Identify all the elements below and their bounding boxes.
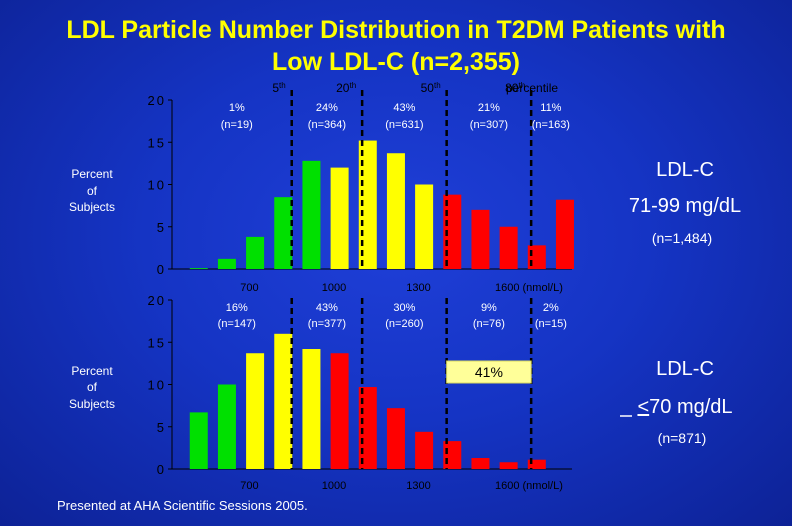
panel-1-segment-pct: 11% — [540, 102, 561, 114]
panel-2-y-axis-label: of — [87, 380, 98, 394]
panel-2-bar — [217, 384, 236, 469]
panel-1-side-label-range: 71-99 mg/dL — [629, 195, 741, 217]
panel-2-bar — [274, 333, 293, 469]
panel-2-y-tick-label: 15 — [148, 335, 166, 350]
panel-2-bar — [443, 441, 462, 469]
panel-1-x-tick-label: 1000 — [322, 282, 346, 294]
panel-1-x-tick-label: 700 — [240, 282, 258, 294]
panel-1-segment-pct: 43% — [393, 102, 415, 114]
panel-1-percentile-label: 5th — [272, 81, 285, 95]
panel-1-segment-n: (n=19) — [221, 119, 253, 131]
panel-2-y-tick-label: 10 — [148, 378, 166, 393]
panel-2-segment-n: (n=260) — [385, 318, 423, 330]
panel-1-x-tick-label: 1600 (nmol/L) — [495, 282, 563, 294]
panel-1-y-tick-label: 20 — [148, 93, 166, 108]
panel-2-side-label-n: (n=871) — [658, 430, 707, 446]
panel-1-bar — [302, 160, 321, 269]
panel-1-y-tick-label: 0 — [157, 262, 166, 277]
panel-1-percentile-label: 80th — [505, 81, 525, 95]
panel-1-side-label-title: LDL-C — [656, 159, 714, 181]
panel-2-x-tick-label: 1600 (nmol/L) — [495, 480, 563, 492]
panel-1-percentile-label: 20th — [336, 81, 356, 95]
panel-1-percentile-label: 50th — [421, 81, 441, 95]
panel-2-y-axis-label: Subjects — [69, 397, 115, 411]
panel-1-segment-pct: 1% — [229, 102, 245, 114]
panel-2-segment-n: (n=377) — [308, 318, 346, 330]
panel-1-bar — [274, 197, 293, 269]
panel-2-bar — [189, 412, 208, 469]
panel-1-y-axis-label: of — [87, 184, 98, 198]
panel-1-y-tick-label: 15 — [148, 135, 166, 150]
panel-1-bar — [415, 184, 434, 269]
panel-2-segment-n: (n=76) — [473, 318, 505, 330]
panel-1-segment-n: (n=163) — [532, 119, 570, 131]
panel-1-bar — [330, 167, 349, 269]
title-line-1: LDL Particle Number Distribution in T2DM… — [66, 16, 726, 44]
panel-2-y-tick-label: 20 — [148, 293, 166, 308]
panel-2-x-tick-label: 1000 — [322, 480, 346, 492]
panel-1-y-tick-label: 5 — [157, 220, 166, 235]
panel-1-y-tick-label: 10 — [148, 178, 166, 193]
panel-2-highlight-label: 41% — [475, 364, 503, 380]
panel-2-segment-pct: 9% — [481, 302, 497, 314]
panel-1-bar — [386, 153, 405, 269]
panel-2-segment-n: (n=15) — [535, 318, 567, 330]
panel-1-side-label-n: (n=1,484) — [652, 230, 712, 246]
title-line-2: Low LDL-C (n=2,355) — [272, 48, 520, 76]
panel-2-bar — [386, 408, 405, 469]
chart-title: LDL Particle Number Distribution in T2DM… — [0, 14, 792, 78]
panel-2-segment-pct: 2% — [543, 302, 559, 314]
panel-2-segment-pct: 43% — [316, 302, 338, 314]
footnote: Presented at AHA Scientific Sessions 200… — [57, 498, 308, 513]
panel-2-bar — [330, 353, 349, 469]
panel-1-segment-n: (n=631) — [385, 119, 423, 131]
panel-2-y-axis-label: Percent — [71, 364, 113, 378]
panel-1-bar — [471, 209, 490, 269]
panel-2-bar — [415, 431, 434, 469]
panel-1-y-axis-label: Subjects — [69, 200, 115, 214]
panel-2-bar — [527, 459, 546, 469]
panel-1-percentile-word: percentile — [506, 81, 558, 95]
panel-1-bar — [555, 199, 574, 269]
panel-1-bar — [499, 226, 518, 269]
panel-2-segment-n: (n=147) — [218, 318, 256, 330]
panel-1-segment-pct: 21% — [478, 102, 500, 114]
panel-2-segment-pct: 16% — [226, 302, 248, 314]
panel-1-segment-n: (n=307) — [470, 119, 508, 131]
panel-1-bar — [246, 236, 265, 269]
panel-1-x-tick-label: 1300 — [406, 282, 430, 294]
panel-2-x-tick-label: 700 — [240, 480, 258, 492]
panel-1-bar — [189, 268, 208, 269]
panel-1-y-axis-label: Percent — [71, 167, 113, 181]
panel-2-y-tick-label: 5 — [157, 420, 166, 435]
panel-2-y-tick-label: 0 — [157, 462, 166, 477]
panel-2-segment-pct: 30% — [393, 302, 415, 314]
panel-2-side-label-title: LDL-C — [656, 358, 714, 380]
panel-1-segment-pct: 24% — [316, 102, 338, 114]
panel-2-bar — [246, 353, 265, 469]
panel-1-segment-n: (n=364) — [308, 119, 346, 131]
panel-2-bar — [302, 349, 321, 469]
panel-2-x-tick-label: 1300 — [406, 480, 430, 492]
panel-2-highlight-box — [446, 360, 532, 384]
panel-2-bar — [499, 462, 518, 469]
panel-1-bar — [217, 258, 236, 269]
panel-2-bar — [471, 458, 490, 469]
panel-2-side-label-range: <70 mg/dL — [637, 396, 732, 418]
